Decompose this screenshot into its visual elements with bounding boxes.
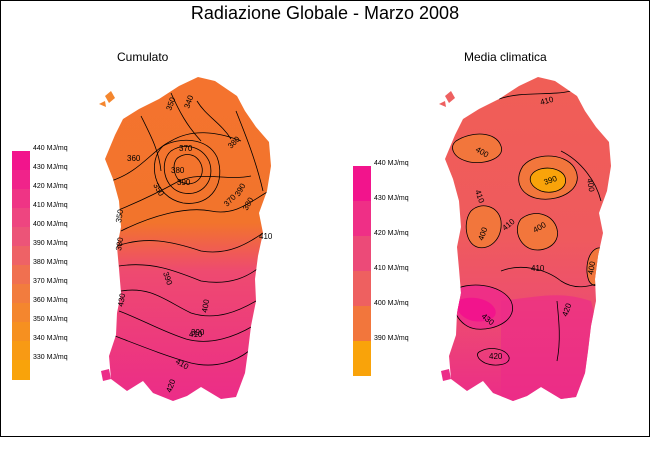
legend-swatch: [12, 265, 30, 285]
contour-label: 420: [489, 352, 503, 361]
contour-label: 380: [171, 166, 185, 175]
legend-swatch: [12, 284, 30, 304]
legend-label: 440 MJ/mq: [33, 145, 68, 152]
legend-swatch: [353, 306, 371, 341]
contour-label: 430: [116, 292, 127, 307]
legend-label: 340 MJ/mq: [33, 335, 68, 342]
contour-label: 380: [114, 236, 125, 251]
contour-label: 410: [473, 189, 486, 205]
contour-label: 410: [531, 264, 545, 273]
fill-regions: [452, 134, 608, 401]
legend-cumulato: 440 MJ/mq 430 MJ/mq 420 MJ/mq 410 MJ/mq …: [12, 145, 102, 381]
legend-label: 400 MJ/mq: [33, 221, 68, 228]
legend-label: 360 MJ/mq: [33, 297, 68, 304]
legend-swatch: [353, 341, 371, 376]
contour-label: 390: [543, 174, 559, 187]
legend-swatch: [12, 151, 30, 171]
contour-label: 350: [114, 208, 125, 223]
legend-swatch: [12, 341, 30, 361]
legend-media-climatica: 440 MJ/mq 430 MJ/mq 420 MJ/mq 410 MJ/mq …: [353, 160, 443, 381]
legend-label: 440 MJ/mq: [374, 160, 409, 167]
contour-label: 400: [476, 226, 489, 242]
contour-label: 370: [179, 144, 193, 153]
contour-label: 410: [189, 330, 203, 339]
contour-label: 400: [585, 178, 596, 193]
legend-swatch: [12, 189, 30, 209]
contour-labels: 410 400 390 400 410 400 400 410 410 400 …: [473, 95, 597, 361]
legend-swatch: [12, 322, 30, 342]
legend-label: 350 MJ/mq: [33, 316, 68, 323]
contour-label: 420: [560, 302, 573, 318]
legend-swatch: [353, 166, 371, 201]
legend-swatch: [12, 170, 30, 190]
legend-label: 400 MJ/mq: [374, 300, 409, 307]
map-title-media-climatica: Media climatica: [464, 50, 547, 64]
contour-label: 410: [259, 232, 273, 241]
legend-label: 390 MJ/mq: [374, 335, 409, 342]
contour-label: 360: [127, 154, 141, 163]
contour-label: 400: [586, 260, 597, 275]
legend-label: 380 MJ/mq: [33, 259, 68, 266]
legend-label: 420 MJ/mq: [374, 230, 409, 237]
contour-label: 400: [200, 298, 211, 313]
contour-label: 410: [539, 95, 555, 107]
legend-label: 410 MJ/mq: [374, 265, 409, 272]
contour-label: 390: [177, 178, 191, 187]
figure-title: Radiazione Globale - Marzo 2008: [190, 3, 460, 23]
contour-label: 390: [161, 271, 174, 287]
legend-swatch: [12, 208, 30, 228]
legend-swatch: [12, 303, 30, 323]
contour-lines: [110, 92, 270, 366]
contour-label: 420: [164, 378, 177, 394]
legend-swatch: [353, 201, 371, 236]
legend-swatch: [353, 271, 371, 306]
legend-swatch: [12, 227, 30, 247]
legend-swatch: [353, 236, 371, 271]
map-title-cumulato: Cumulato: [117, 50, 169, 64]
contour-label: 340: [182, 94, 195, 110]
legend-swatch: [12, 360, 30, 380]
figure-frame: Radiazione Globale - Marzo 2008 Cumulato…: [0, 0, 650, 437]
legend-label: 420 MJ/mq: [33, 183, 68, 190]
legend-label: 410 MJ/mq: [33, 202, 68, 209]
contour-label: 350: [164, 96, 177, 112]
legend-label: 430 MJ/mq: [33, 164, 68, 171]
legend-label: 330 MJ/mq: [33, 354, 68, 361]
map-media-climatica: 410 400 390 400 410 400 400 410 410 400 …: [439, 77, 611, 401]
legend-swatch: [12, 246, 30, 266]
legend-label: 430 MJ/mq: [374, 195, 409, 202]
legend-label: 370 MJ/mq: [33, 278, 68, 285]
island-shape: [99, 77, 271, 401]
map-cumulato: 340 350 370 380 390 360 380 390 350 370 …: [99, 77, 273, 401]
contour-label: 390: [191, 328, 205, 337]
legend-label: 390 MJ/mq: [33, 240, 68, 247]
